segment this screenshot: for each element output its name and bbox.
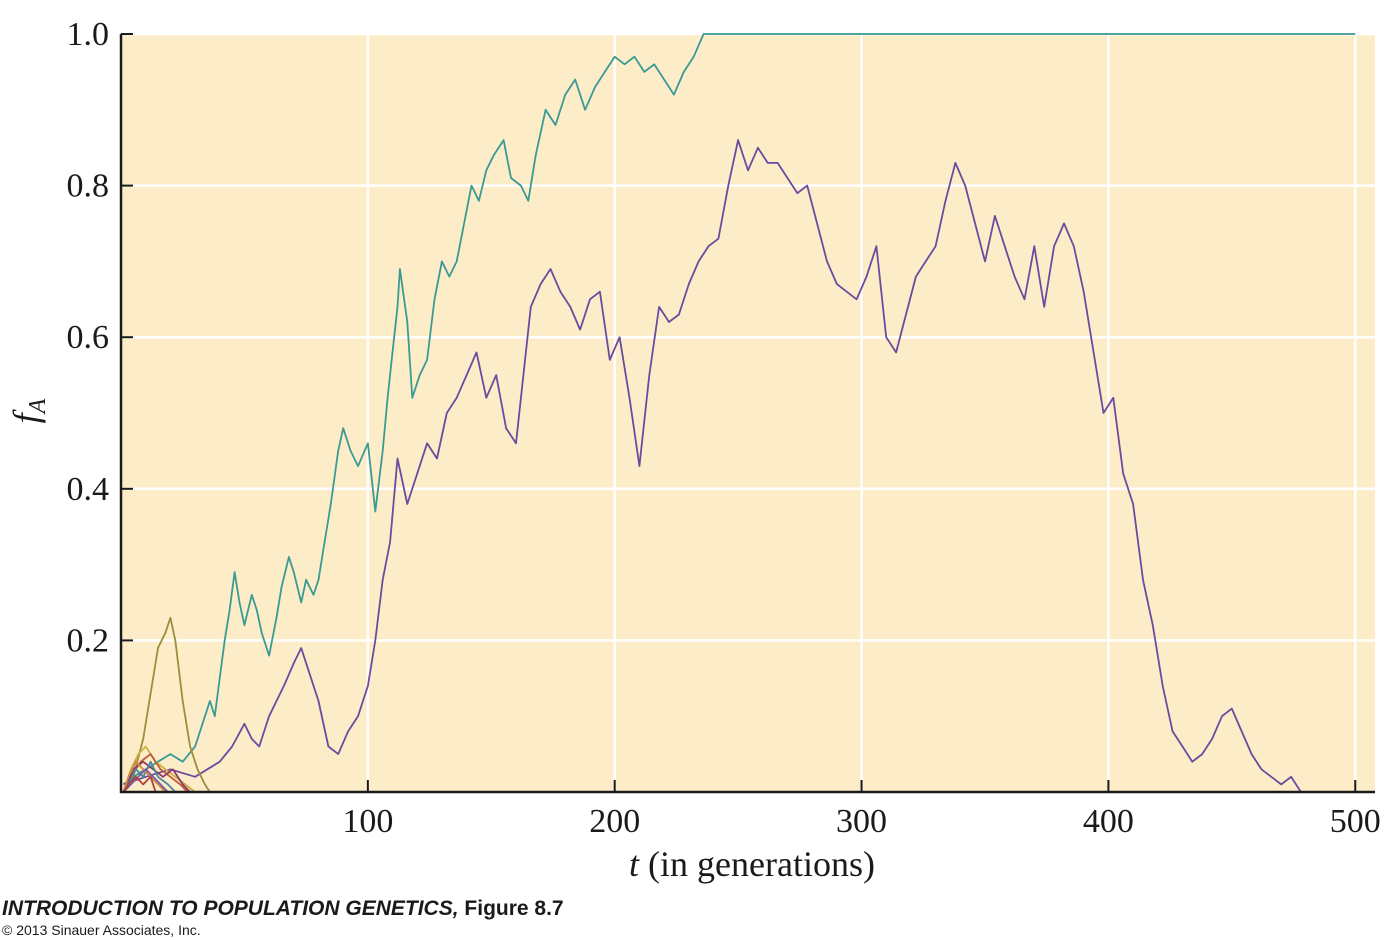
series-line-9 [122,775,157,793]
x-axis-label-var: t [629,844,640,884]
book-title: INTRODUCTION TO POPULATION GENETICS, [2,897,459,920]
y-axis-label: fA [6,398,51,423]
series-line-0 [122,33,1356,786]
x-tick-label-3: 400 [1083,803,1134,840]
series-line-1 [123,139,1302,793]
figure-number: Figure 8.7 [458,897,564,920]
copyright-notice: © 2013 Sinauer Associates, Inc. [2,922,201,938]
x-tick-label-4: 500 [1330,803,1381,840]
figure-caption: INTRODUCTION TO POPULATION GENETICS, Fig… [2,897,564,921]
y-tick-label-1: 0.4 [67,471,110,508]
series-line-7 [122,760,167,793]
series-line-5 [122,760,191,793]
series-group [122,33,1356,793]
y-ticks: 0.2 0.4 0.6 0.8 1.0 [67,16,133,659]
series-line-8 [122,768,169,793]
y-tick-label-4: 1.0 [67,16,110,53]
axes [119,34,1375,794]
x-ticks: 100 200 300 400 500 [342,780,1381,840]
x-axis-label-rest: (in generations) [639,844,875,884]
x-tick-label-0: 100 [342,803,393,840]
x-tick-label-2: 300 [836,803,887,840]
x-axis-label: t (in generations) [629,844,875,884]
y-tick-label-0: 0.2 [67,622,110,659]
y-axis-label-sub: A [25,398,51,415]
y-tick-label-3: 0.8 [67,168,110,205]
x-tick-label-1: 200 [589,803,640,840]
chart-svg: 100 200 300 400 500 0.2 0.4 0.6 0.8 1.0 t (in ge… [6,16,1381,884]
series-line-2 [122,616,211,793]
plot-background [121,34,1375,792]
y-tick-label-2: 0.6 [67,319,110,356]
